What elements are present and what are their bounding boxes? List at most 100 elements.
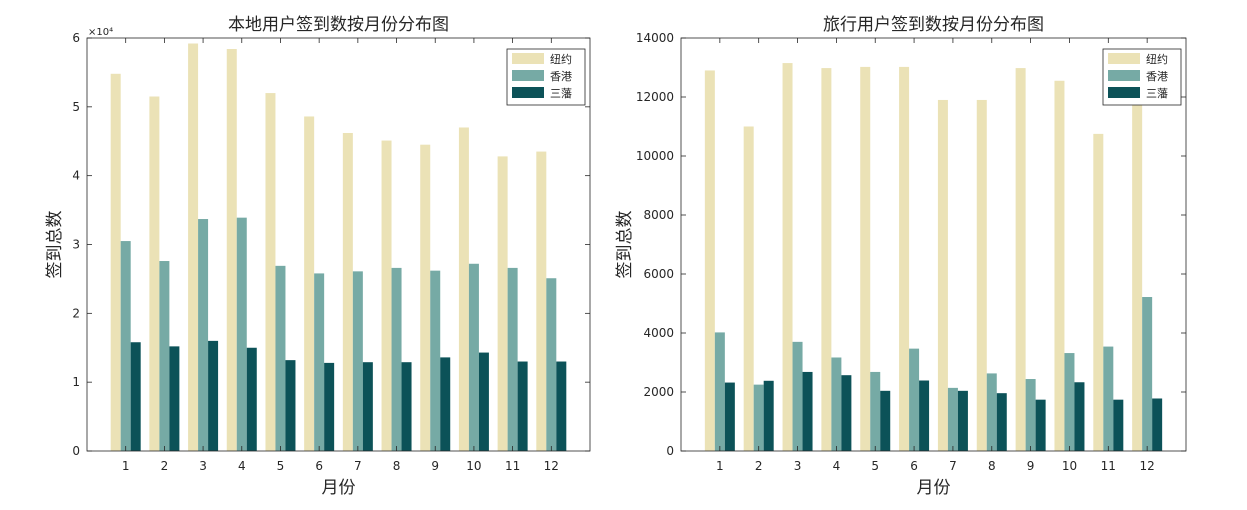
travel-bar-三藩-8 <box>996 393 1007 451</box>
travel-x-tick-label: 9 <box>1027 459 1035 473</box>
travel-bar-纽约-7 <box>937 99 948 451</box>
local-legend-label: 三藩 <box>550 87 572 100</box>
travel-bar-三藩-6 <box>919 380 930 451</box>
local-bar-香港-2 <box>159 261 170 451</box>
travel-y-tick-label: 8000 <box>643 208 674 222</box>
travel-x-tick-label: 7 <box>949 459 957 473</box>
travel-legend-swatch <box>1108 53 1140 64</box>
travel-legend-label: 三藩 <box>1146 87 1168 100</box>
travel-bar-香港-7 <box>947 387 958 451</box>
travel-y-axis-label: 签到总数 <box>615 211 635 279</box>
travel-bar-纽约-9 <box>1015 68 1026 451</box>
local-legend-swatch <box>512 53 544 64</box>
local-bar-纽约-7 <box>342 132 353 452</box>
local-legend-swatch <box>512 70 544 81</box>
travel-bar-三藩-10 <box>1074 382 1085 451</box>
travel-bar-香港-4 <box>831 357 842 451</box>
local-bar-纽约-12 <box>536 151 547 451</box>
local-bar-纽约-11 <box>497 156 508 451</box>
travel-bar-三藩-1 <box>724 382 735 451</box>
local-bar-纽约-3 <box>188 43 199 451</box>
local-y-tick-label: 6 <box>72 31 80 45</box>
travel-bar-三藩-7 <box>957 390 968 451</box>
local-bar-香港-10 <box>468 263 479 451</box>
local-bar-三藩-12 <box>556 361 567 451</box>
travel-bar-纽约-1 <box>704 70 715 451</box>
local-legend-label: 纽约 <box>550 52 572 66</box>
local-y-tick-label: 4 <box>72 169 80 183</box>
local-legend-swatch <box>512 87 544 98</box>
local-bar-纽约-10 <box>458 127 469 451</box>
travel-bar-纽约-12 <box>1132 97 1143 451</box>
travel-x-tick-label: 4 <box>833 459 841 473</box>
local-bar-香港-5 <box>275 265 286 451</box>
travel-bar-纽约-4 <box>821 68 832 451</box>
travel-y-tick-label: 12000 <box>636 90 674 104</box>
local-legend-label: 香港 <box>550 70 572 83</box>
travel-bar-纽约-3 <box>782 63 793 451</box>
travel-bar-纽约-6 <box>899 66 910 451</box>
travel-bar-香港-10 <box>1064 353 1075 451</box>
local-bar-三藩-4 <box>246 347 257 451</box>
local-bar-香港-8 <box>391 267 402 451</box>
local-x-tick-label: 9 <box>431 459 439 473</box>
local-bar-三藩-11 <box>517 361 528 451</box>
travel-x-tick-label: 11 <box>1101 459 1116 473</box>
local-bar-三藩-3 <box>208 340 219 451</box>
local-bar-三藩-7 <box>362 362 373 451</box>
travel-y-tick-label: 4000 <box>643 326 674 340</box>
local-bar-香港-4 <box>236 217 247 451</box>
travel-bar-三藩-3 <box>802 371 813 451</box>
travel-bar-三藩-9 <box>1035 399 1046 451</box>
travel-x-tick-label: 10 <box>1062 459 1077 473</box>
local-bar-香港-7 <box>352 271 363 451</box>
local-bar-香港-1 <box>120 241 131 451</box>
travel-bar-香港-3 <box>792 341 803 451</box>
travel-y-tick-label: 10000 <box>636 149 674 163</box>
travel-chart-title: 旅行用户签到数按月份分布图 <box>823 15 1044 35</box>
local-x-tick-label: 2 <box>161 459 169 473</box>
travel-x-tick-label: 1 <box>716 459 724 473</box>
travel-x-tick-label: 6 <box>910 459 918 473</box>
local-bar-三藩-10 <box>478 352 489 451</box>
travel-bar-香港-1 <box>714 332 725 451</box>
local-bar-纽约-6 <box>304 116 315 451</box>
local-bar-三藩-2 <box>169 346 180 451</box>
local-bar-纽约-8 <box>381 140 392 451</box>
travel-y-tick-label: 14000 <box>636 31 674 45</box>
local-bar-纽约-1 <box>110 73 121 451</box>
travel-x-axis-label: 月份 <box>917 478 951 498</box>
local-x-tick-label: 5 <box>277 459 285 473</box>
travel-bar-三藩-2 <box>763 380 774 451</box>
local-x-tick-label: 7 <box>354 459 362 473</box>
local-y-tick-label: 2 <box>72 306 80 320</box>
local-bar-三藩-5 <box>285 360 296 451</box>
travel-y-tick-label: 6000 <box>643 267 674 281</box>
travel-bar-纽约-10 <box>1054 80 1065 452</box>
local-bar-三藩-8 <box>401 362 412 451</box>
local-bar-纽约-9 <box>420 144 431 451</box>
travel-bar-纽约-8 <box>976 99 987 451</box>
travel-legend-label: 纽约 <box>1146 52 1168 66</box>
travel-bar-纽约-11 <box>1093 133 1104 452</box>
local-bar-纽约-2 <box>149 96 160 451</box>
travel-bar-香港-11 <box>1103 346 1114 451</box>
local-x-tick-label: 8 <box>393 459 401 473</box>
local-x-tick-label: 11 <box>505 459 520 473</box>
local-x-axis-label: 月份 <box>322 478 356 498</box>
local-x-tick-label: 1 <box>122 459 130 473</box>
travel-bar-香港-6 <box>909 348 920 451</box>
local-bar-香港-12 <box>546 278 557 451</box>
local-bar-三藩-6 <box>324 362 335 451</box>
local-x-tick-label: 3 <box>199 459 207 473</box>
local-y-tick-label: 1 <box>72 375 80 389</box>
travel-bar-香港-12 <box>1142 297 1153 451</box>
travel-bar-三藩-11 <box>1113 399 1124 451</box>
travel-bar-纽约-2 <box>743 126 754 451</box>
travel-x-tick-label: 8 <box>988 459 996 473</box>
travel-y-tick-label: 2000 <box>643 385 674 399</box>
travel-legend-swatch <box>1108 87 1140 98</box>
local-bar-香港-3 <box>198 219 209 451</box>
